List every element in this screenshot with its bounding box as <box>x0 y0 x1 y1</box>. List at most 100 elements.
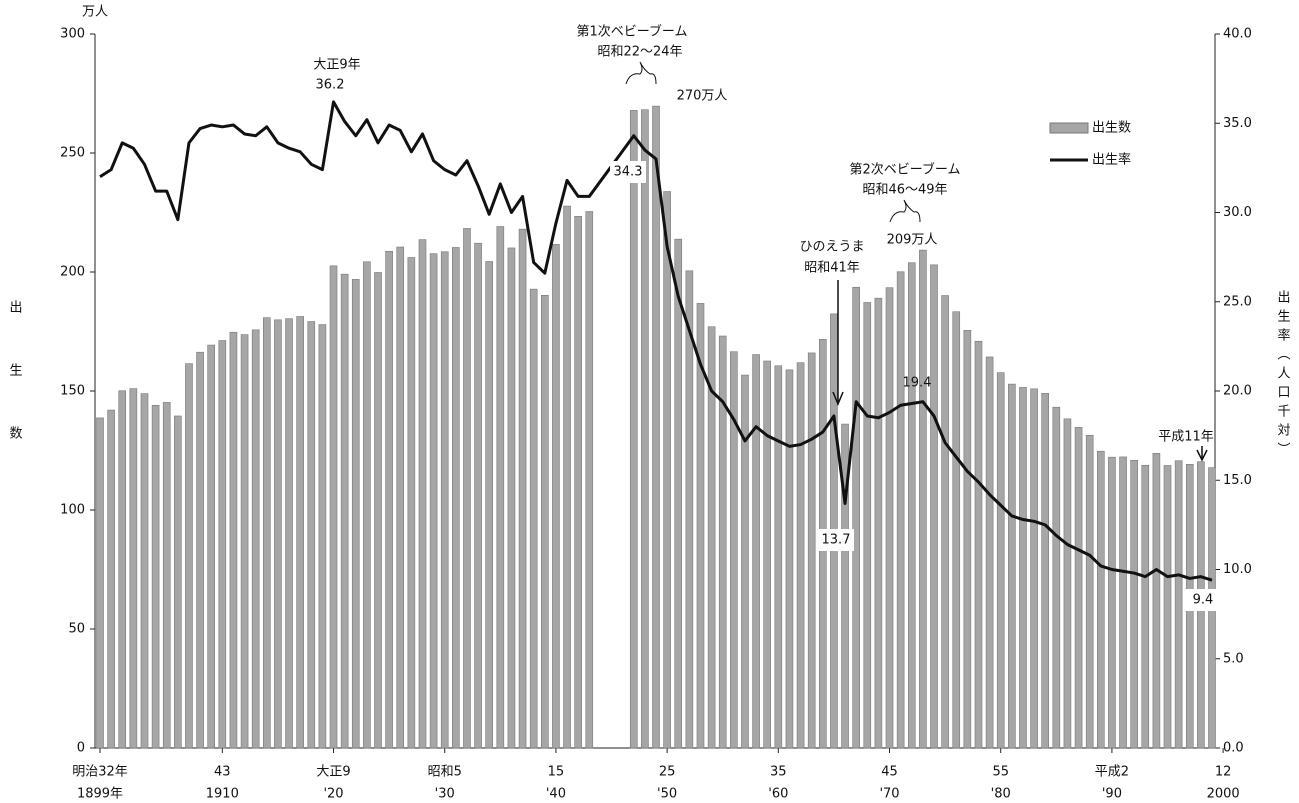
bar <box>941 295 949 749</box>
bar <box>351 279 360 749</box>
annotation: 34.3 <box>614 165 643 180</box>
y2-tick-label: 10.0 <box>1223 562 1252 577</box>
bar <box>196 351 204 749</box>
bar <box>841 423 849 749</box>
bar <box>863 302 872 749</box>
bar <box>374 272 382 749</box>
bar <box>796 362 805 749</box>
x-tick-era: 35 <box>770 765 787 780</box>
bar <box>285 318 293 749</box>
bar <box>318 324 327 749</box>
bar <box>629 110 638 749</box>
bar <box>1052 406 1061 749</box>
x-tick-label: 1899年 <box>77 787 123 802</box>
bar <box>1108 456 1116 749</box>
bar <box>118 390 127 749</box>
annotation: 13.7 <box>822 533 851 548</box>
annotation: 平成11年 <box>1158 430 1214 445</box>
bar <box>151 404 160 749</box>
bar <box>652 105 660 749</box>
bar <box>140 393 149 749</box>
x-tick-label: '90 <box>1102 787 1122 802</box>
y-tick-label: 50 <box>68 622 85 637</box>
x-tick-label: '30 <box>435 787 455 802</box>
bar <box>930 264 938 749</box>
bar <box>418 239 427 749</box>
bar <box>807 352 816 749</box>
bar <box>785 369 794 749</box>
bar <box>1030 388 1038 749</box>
bar <box>574 216 582 749</box>
bar <box>641 109 649 749</box>
legend-label: 出生数 <box>1092 121 1131 136</box>
y2-tick-label: 40.0 <box>1223 27 1252 42</box>
bar <box>274 319 282 749</box>
bar <box>518 228 527 749</box>
label-box <box>610 161 646 183</box>
arrow <box>1196 446 1208 462</box>
bar <box>363 261 371 749</box>
bar <box>1174 460 1183 749</box>
bar <box>1074 427 1083 749</box>
y-tick-label: 300 <box>60 27 85 42</box>
x-tick-era: 55 <box>992 765 1009 780</box>
arrow <box>832 280 844 406</box>
x-tick-era: 平成2 <box>1095 765 1129 780</box>
bar <box>340 273 349 749</box>
y2-tick-label: 35.0 <box>1223 116 1252 131</box>
x-tick-label: 2000 <box>1207 787 1240 802</box>
bar <box>1008 383 1016 749</box>
bar <box>307 321 316 749</box>
bar <box>552 244 560 749</box>
y-tick-label: 200 <box>60 265 85 280</box>
x-tick-label: '70 <box>879 787 899 802</box>
bar <box>985 356 994 749</box>
annotation: 209万人 <box>887 233 938 248</box>
bar <box>663 191 671 749</box>
line <box>99 100 1213 582</box>
annotation: ひのえうま <box>799 240 864 255</box>
legend-label: 出生率 <box>1092 152 1131 168</box>
bar <box>1119 456 1127 749</box>
bar <box>696 303 705 749</box>
bar <box>162 402 171 749</box>
x-tick-label: '60 <box>768 787 788 802</box>
x-tick-era: 大正9 <box>316 765 350 780</box>
bar <box>685 270 694 749</box>
x-tick-label: '50 <box>657 787 677 802</box>
bar <box>563 205 571 749</box>
bar <box>996 372 1005 749</box>
label-box <box>1185 589 1221 611</box>
bar <box>296 316 304 749</box>
bar <box>251 329 260 749</box>
bar <box>707 326 716 749</box>
bar <box>952 311 961 749</box>
bar <box>452 247 460 749</box>
bar <box>1041 393 1049 749</box>
bar <box>407 257 416 749</box>
y2-tick-label: 30.0 <box>1223 205 1252 220</box>
bar <box>229 331 238 749</box>
x-tick-era: 25 <box>659 765 676 780</box>
annotation: 昭和46～49年 <box>862 183 947 198</box>
y2-tick-label: 25.0 <box>1223 294 1252 309</box>
bar <box>429 253 438 749</box>
annotation: 270万人 <box>677 89 728 104</box>
bar <box>907 262 916 749</box>
annotation: 36.2 <box>316 78 345 93</box>
bar <box>718 335 727 749</box>
bar <box>1152 453 1161 749</box>
bar <box>107 409 115 749</box>
bar <box>1019 387 1027 749</box>
x-tick-label: 1910 <box>206 787 239 802</box>
y-tick-label: 0 <box>77 741 85 756</box>
bar <box>752 354 760 749</box>
bar <box>218 340 227 749</box>
bar <box>174 415 182 749</box>
y2-tick-label: 0.0 <box>1223 741 1244 756</box>
bar <box>262 317 271 749</box>
bar <box>1130 459 1138 749</box>
bar <box>674 238 683 749</box>
x-tick-era: 15 <box>548 765 565 780</box>
